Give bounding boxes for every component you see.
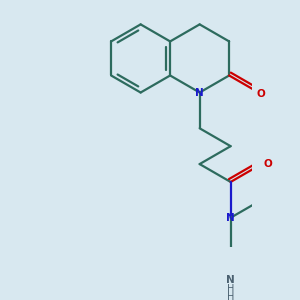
Text: O: O: [264, 159, 272, 169]
Text: N: N: [226, 213, 235, 223]
Text: O: O: [256, 88, 265, 99]
Text: N: N: [195, 88, 204, 98]
Text: H: H: [227, 284, 235, 294]
Text: H: H: [227, 292, 235, 300]
Polygon shape: [232, 268, 260, 285]
Text: N: N: [226, 275, 235, 285]
